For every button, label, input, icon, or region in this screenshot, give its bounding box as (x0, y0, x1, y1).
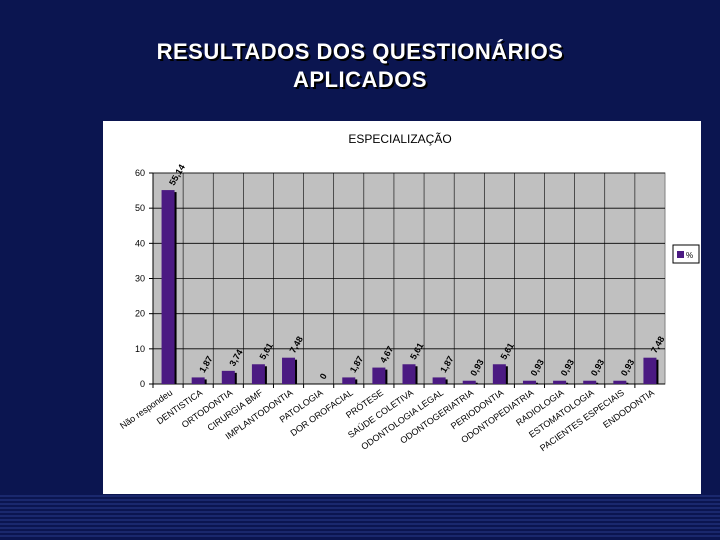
bar (643, 357, 657, 384)
chart-panel: ESPECIALIZAÇÃO 0 10 20 30 40 50 60 55,14 Não resp… (103, 121, 701, 494)
bar (221, 370, 235, 384)
bar (251, 364, 265, 384)
bar (492, 364, 506, 384)
slide-title-line1: RESULTADOS DOS QUESTIONÁRIOS (156, 39, 564, 64)
bar (522, 380, 536, 384)
slide-title: RESULTADOS DOS QUESTIONÁRIOS APLICADOS (0, 38, 720, 94)
bar (372, 367, 386, 384)
legend-swatch (677, 251, 684, 258)
legend-entry: % (686, 251, 693, 260)
slide-title-line2: APLICADOS (292, 67, 428, 92)
bar (583, 380, 597, 384)
y-tick-label: 20 (135, 309, 145, 319)
data-label: 0 (318, 372, 329, 381)
bar (613, 380, 627, 384)
bar (282, 357, 296, 384)
y-tick-label: 40 (135, 238, 145, 248)
y-tick-label: 10 (135, 344, 145, 354)
bar (553, 380, 567, 384)
y-tick-label: 60 (135, 168, 145, 178)
x-tick-label: Não respondeu (118, 387, 174, 430)
legend-box (672, 244, 700, 264)
y-tick-label: 30 (135, 274, 145, 284)
bar (191, 377, 205, 384)
bar (402, 364, 416, 384)
bar (161, 190, 175, 384)
y-tick-label: 0 (140, 379, 145, 389)
bar (432, 377, 446, 384)
bar (462, 380, 476, 384)
bar (342, 377, 356, 384)
y-tick-label: 50 (135, 203, 145, 213)
chart-title: ESPECIALIZAÇÃO (348, 132, 451, 146)
